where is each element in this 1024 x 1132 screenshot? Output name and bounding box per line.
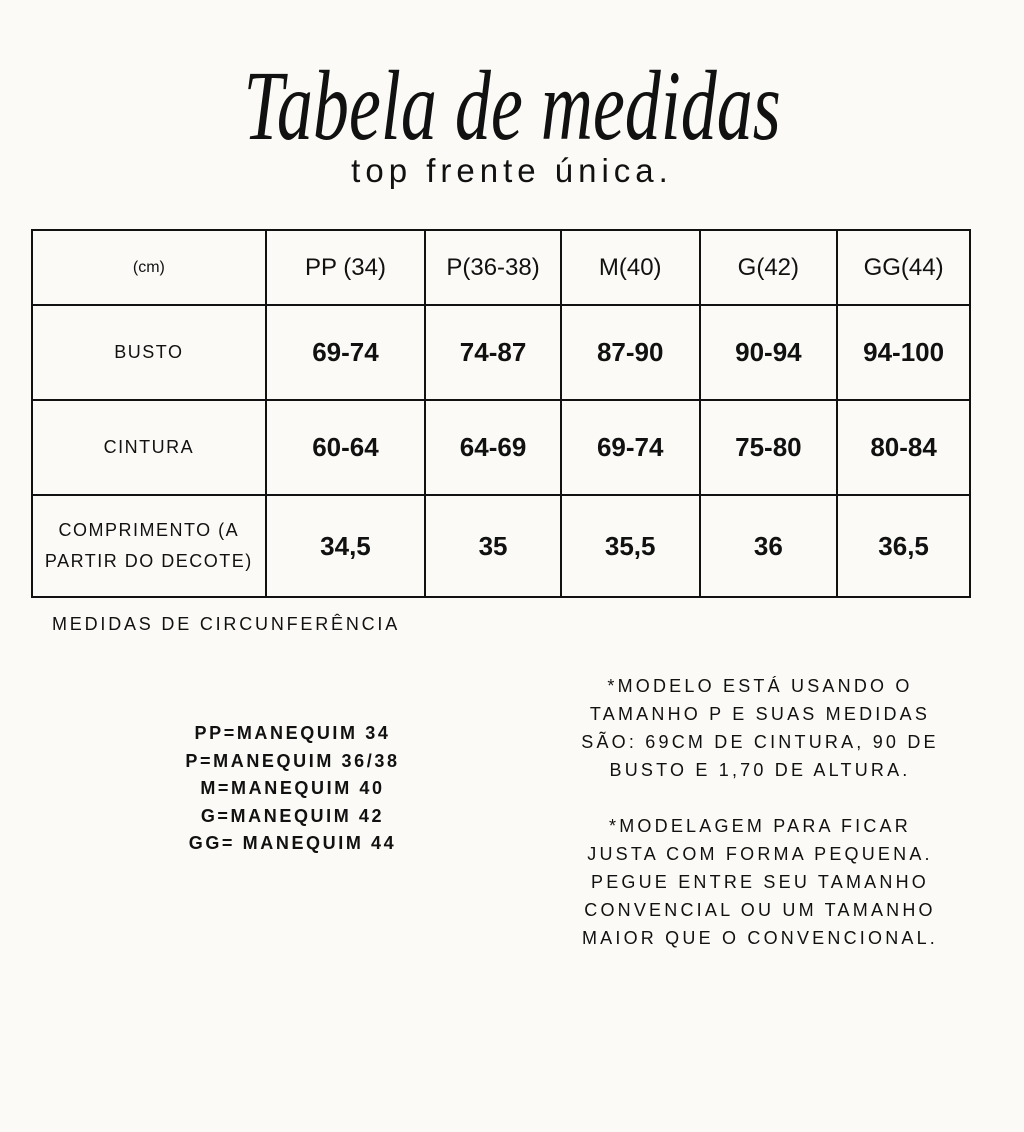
table-cell: 36: [698, 494, 839, 598]
size-table: (cm) PP (34) P(36-38) M(40) G(42) GG(44)…: [31, 229, 971, 598]
table-cell: 35,5: [559, 494, 701, 598]
table-header-row: (cm) PP (34) P(36-38) M(40) G(42) GG(44): [31, 229, 971, 306]
header-cell: (cm): [31, 229, 267, 306]
model-note: *MODELO ESTÁ USANDO O TAMANHO P E SUAS M…: [581, 676, 939, 780]
table-cell: 64-69: [424, 399, 562, 496]
header-cell: P(36-38): [424, 229, 562, 306]
size-equivalent: PP=MANEQUIM 34: [194, 723, 391, 743]
circumference-note: MEDIDAS DE CIRCUNFERÊNCIA: [52, 614, 401, 634]
model-notes: *MODELO ESTÁ USANDO O TAMANHO P E SUAS M…: [575, 672, 945, 980]
page-subtitle: top frente única.: [351, 152, 673, 189]
fit-note: *MODELAGEM PARA FICAR JUSTA COM FORMA PE…: [581, 816, 939, 948]
table-cell: 69-74: [264, 304, 427, 401]
header-cell: GG(44): [836, 229, 971, 306]
table-cell: 35: [424, 494, 562, 598]
table-cell: 90-94: [698, 304, 839, 401]
header-cell: M(40): [559, 229, 701, 306]
row-label: CINTURA: [31, 399, 267, 496]
size-equivalent: P=MANEQUIM 36/38: [185, 750, 400, 771]
table-row: CINTURA 60-64 64-69 69-74 75-80 80-84: [31, 399, 971, 496]
row-label: BUSTO: [31, 304, 267, 401]
size-equivalent: G=MANEQUIM 42: [200, 805, 385, 826]
row-label: COMPRIMENTO (A PARTIR DO DECOTE): [31, 494, 267, 598]
table-row: COMPRIMENTO (A PARTIR DO DECOTE) 34,5 35…: [31, 494, 971, 598]
table-row: BUSTO 69-74 74-87 87-90 90-94 94-100: [31, 304, 971, 401]
page-title: Tabela de medidas: [0, 56, 1024, 156]
table-cell: 94-100: [836, 304, 971, 401]
size-equivalents: PP=MANEQUIM 34 P=MANEQUIM 36/38 M=MANEQU…: [150, 720, 435, 858]
table-cell: 69-74: [559, 399, 701, 496]
table-cell: 74-87: [424, 304, 562, 401]
title-text: Tabela de medidas: [243, 50, 781, 161]
size-equivalent: GG= MANEQUIM 44: [188, 833, 397, 853]
header-cell: PP (34): [264, 229, 427, 306]
table-cell: 75-80: [698, 399, 839, 496]
table-cell: 60-64: [264, 399, 427, 496]
table-cell: 80-84: [836, 399, 971, 496]
size-equivalent: M=MANEQUIM 40: [200, 778, 385, 798]
table-cell: 87-90: [559, 304, 701, 401]
table-cell: 34,5: [264, 494, 427, 598]
header-cell: G(42): [698, 229, 839, 306]
table-cell: 36,5: [836, 494, 971, 598]
